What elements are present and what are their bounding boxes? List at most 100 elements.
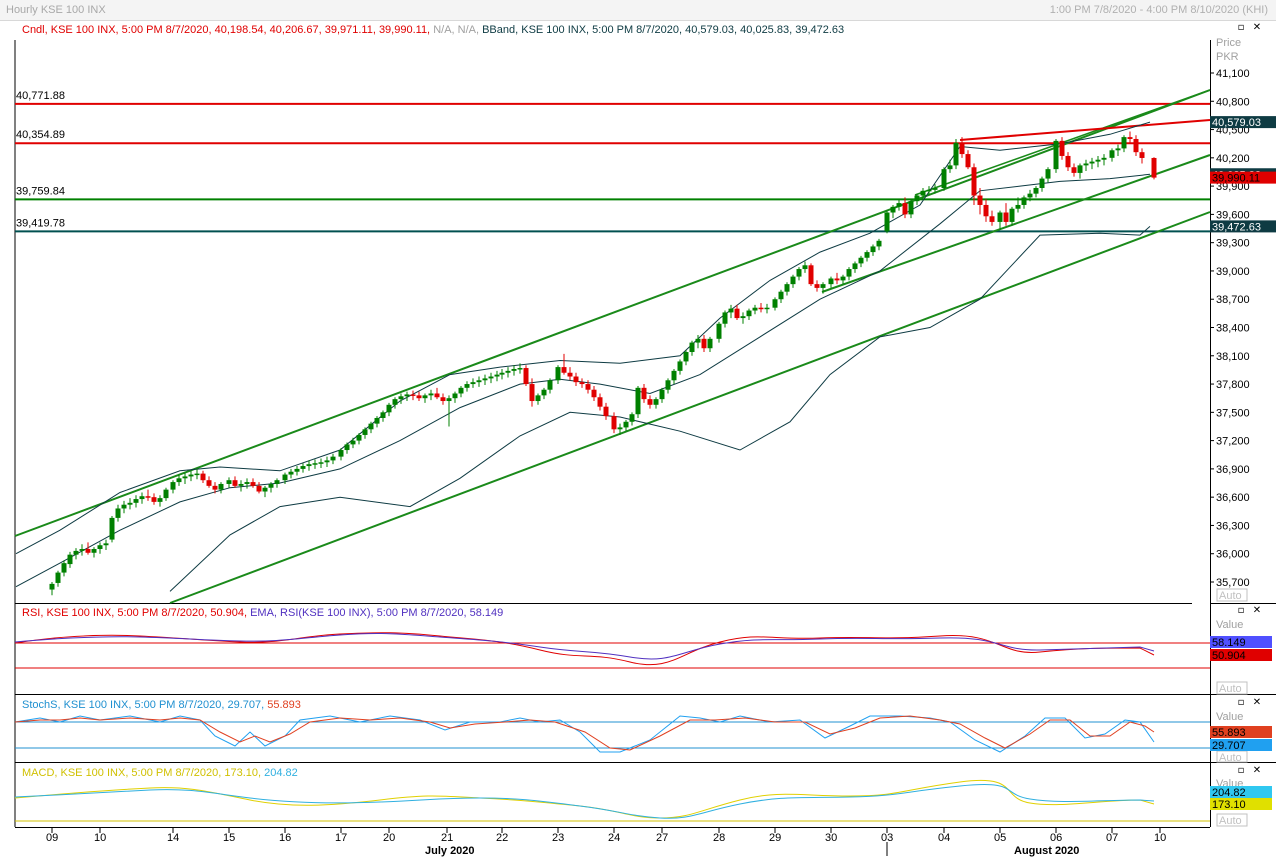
candle: [416, 391, 422, 402]
macd-auto-box[interactable]: [1216, 813, 1248, 827]
candle-body: [617, 427, 623, 430]
candle: [274, 478, 280, 488]
pane-restore-icon[interactable]: ▫: [1237, 697, 1245, 708]
candle: [573, 372, 579, 386]
candle-body: [109, 517, 115, 540]
level-line-label: 39,419.78: [16, 217, 65, 229]
candle-body: [288, 471, 294, 475]
candle: [362, 427, 368, 439]
candle: [971, 163, 977, 205]
candle: [238, 480, 244, 492]
candle-body: [790, 276, 796, 285]
candle-body: [852, 263, 858, 270]
candle: [852, 261, 858, 273]
candle: [488, 372, 494, 384]
candle-body: [947, 165, 953, 170]
candle: [846, 267, 852, 281]
candle-body: [758, 307, 764, 310]
candle-body: [959, 142, 965, 155]
price-auto-box[interactable]: [1216, 588, 1248, 602]
candle: [380, 410, 386, 422]
candle-body: [464, 384, 470, 388]
candle: [306, 460, 312, 471]
candle: [344, 442, 350, 454]
time-tick-label: 27: [656, 832, 668, 844]
candle: [428, 389, 434, 401]
candle: [677, 359, 683, 375]
channel-inner-top: [914, 89, 1211, 196]
price-auto-label: Auto: [1219, 590, 1242, 602]
price-tick-label: 39,900: [1216, 181, 1250, 193]
candle: [386, 402, 392, 417]
candle: [1059, 137, 1065, 160]
stoch-auto-box[interactable]: [1216, 750, 1248, 763]
candle: [947, 159, 953, 173]
pane-close-icon[interactable]: ✕: [1252, 605, 1262, 616]
price-tick-label: 40,800: [1216, 96, 1250, 108]
candle-body: [482, 378, 488, 381]
pane-close-icon[interactable]: ✕: [1252, 765, 1262, 776]
candle-body: [1151, 157, 1157, 178]
rsi-pane-buttons: ▫ ✕: [1230, 605, 1262, 616]
candle-body: [591, 389, 597, 398]
time-tick-label: 22: [496, 832, 508, 844]
stoch-pane-buttons: ▫ ✕: [1230, 697, 1262, 708]
candle: [1033, 186, 1039, 198]
candle-body: [145, 496, 151, 498]
candle: [858, 255, 864, 268]
candle-body: [740, 316, 746, 319]
candle: [529, 378, 535, 407]
candle-body: [362, 429, 368, 435]
candle-body: [653, 399, 659, 405]
value-badge-label: 173.10: [1212, 799, 1246, 811]
candle-body: [989, 216, 995, 222]
bband-lower-line: [169, 226, 1151, 592]
pane-close-icon[interactable]: ✕: [1252, 22, 1262, 33]
candle: [689, 340, 695, 356]
candle-body: [953, 142, 959, 166]
candle: [1053, 138, 1059, 173]
candle: [920, 187, 926, 200]
pane-close-icon[interactable]: ✕: [1252, 697, 1262, 708]
candle-body: [802, 265, 808, 270]
candle-body: [200, 473, 206, 481]
rsi-auto-box[interactable]: [1216, 681, 1248, 695]
candle-body: [611, 416, 617, 430]
macd-signal-line: [14, 784, 1155, 819]
pane-restore-icon[interactable]: ▫: [1237, 765, 1245, 776]
candle-body: [55, 572, 61, 583]
candle: [965, 150, 971, 170]
candle: [772, 297, 778, 311]
candle: [464, 381, 470, 392]
candle-body: [244, 482, 250, 484]
candle-body: [677, 361, 683, 371]
candle: [1071, 163, 1077, 177]
price-tick-label: 36,000: [1216, 549, 1250, 561]
candle-body: [238, 483, 244, 486]
candle-body: [306, 464, 312, 467]
candle: [1009, 206, 1015, 226]
candle-body: [834, 278, 840, 281]
pane-restore-icon[interactable]: ▫: [1237, 605, 1245, 616]
candle: [561, 353, 567, 375]
candle-body: [778, 291, 784, 300]
candle: [890, 204, 896, 219]
candle: [908, 199, 914, 219]
na-legend: N/A, N/A,: [433, 24, 480, 36]
price-badge-label: 39,990.11: [1212, 173, 1260, 185]
level-line-label: 40,771.88: [16, 90, 65, 102]
value-badge-label: 50.904: [1212, 650, 1246, 662]
candle-body: [707, 338, 713, 349]
candle-body: [908, 201, 914, 215]
candle: [591, 385, 597, 402]
candle-body: [659, 389, 665, 400]
value-badge-label: 29.707: [1212, 740, 1246, 752]
candle: [641, 384, 647, 403]
candle-body: [1083, 163, 1089, 166]
time-tick-label: 07: [1106, 832, 1118, 844]
candle: [740, 312, 746, 324]
pane-restore-icon[interactable]: ▫: [1237, 22, 1245, 33]
value-badge: [1210, 636, 1272, 648]
